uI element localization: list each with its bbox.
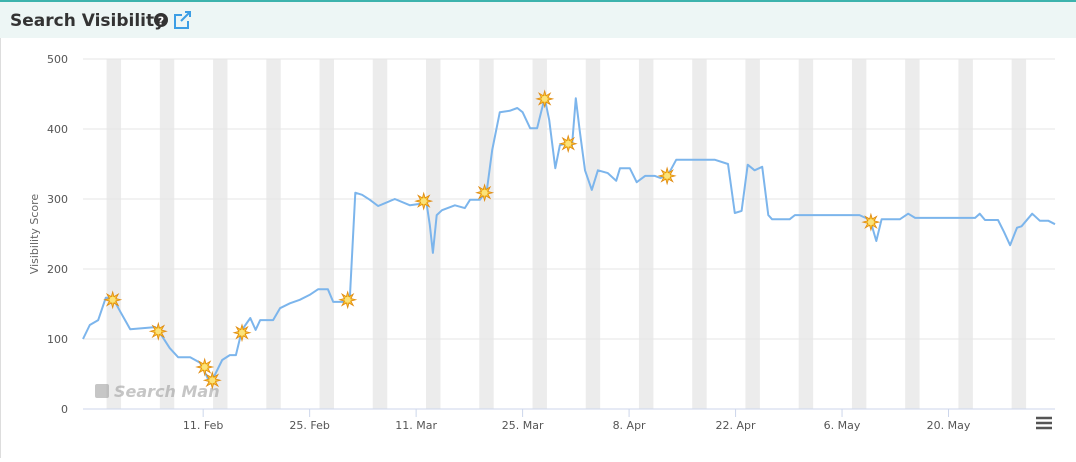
weekend-band: [479, 59, 494, 409]
weekend-band: [958, 59, 973, 409]
x-tick-label: 25. Mar: [502, 419, 544, 432]
y-axis-title: Visibility Score: [28, 194, 41, 275]
visibility-line: [82, 97, 1056, 385]
help-icon[interactable]: ?: [154, 13, 168, 28]
external-link-icon[interactable]: [174, 11, 191, 29]
x-tick-label: 22. Apr: [716, 419, 756, 432]
y-tick-label: 500: [47, 53, 68, 66]
y-tick-label: 400: [47, 123, 68, 136]
event-marker-core: [238, 329, 245, 336]
weekend-band: [213, 59, 228, 409]
weekend-band: [851, 59, 867, 409]
x-tick-label: 25. Feb: [289, 419, 329, 432]
weekend-band: [106, 59, 122, 409]
watermark-text: Search Man: [114, 382, 220, 401]
weekend-band: [798, 59, 814, 409]
weekend-band: [638, 59, 654, 409]
x-tick-label: 11. Mar: [395, 419, 437, 432]
x-tick-label: 8. Apr: [613, 419, 646, 432]
y-tick-label: 0: [61, 403, 68, 416]
y-tick-label: 200: [47, 263, 68, 276]
weekend-band: [319, 59, 334, 409]
event-marker-core: [155, 328, 162, 335]
weekend-bands: [106, 59, 1027, 409]
weekend-band: [1011, 59, 1027, 409]
weekend-band: [585, 59, 601, 409]
x-tick-label: 6. May: [824, 419, 861, 432]
plot: 0 100 200 300 400 500 11. Feb 25. Feb 11. Mar 25.…: [47, 53, 1056, 432]
chart-title: Search Visibility: [10, 11, 165, 31]
y-tick-label: 300: [47, 193, 68, 206]
weekend-band: [745, 59, 760, 409]
event-marker-core: [109, 296, 116, 303]
event-marker-core: [664, 172, 671, 179]
x-tick-label: 20. May: [927, 419, 971, 432]
weekend-band: [266, 59, 281, 409]
x-tick-label: 11. Feb: [183, 419, 223, 432]
watermark: Search Man: [95, 382, 220, 401]
event-marker-core: [209, 377, 216, 384]
event-marker-core: [420, 198, 427, 205]
svg-text:?: ?: [158, 15, 164, 28]
header-bar: [0, 0, 1076, 38]
event-marker-core: [344, 296, 351, 303]
event-marker-core: [481, 189, 488, 196]
event-marker-core: [565, 140, 572, 147]
weekend-band: [532, 59, 547, 409]
weekend-band: [692, 59, 707, 409]
y-tick-label: 100: [47, 333, 68, 346]
weekend-band: [372, 59, 388, 409]
weekend-band: [905, 59, 920, 409]
header-border: [0, 0, 1076, 2]
event-marker-core: [541, 95, 548, 102]
weekend-band: [159, 59, 175, 409]
event-marker-core: [867, 219, 874, 226]
weekend-band: [426, 59, 441, 409]
menu-button[interactable]: [1036, 416, 1052, 430]
event-marker-core: [201, 364, 208, 370]
